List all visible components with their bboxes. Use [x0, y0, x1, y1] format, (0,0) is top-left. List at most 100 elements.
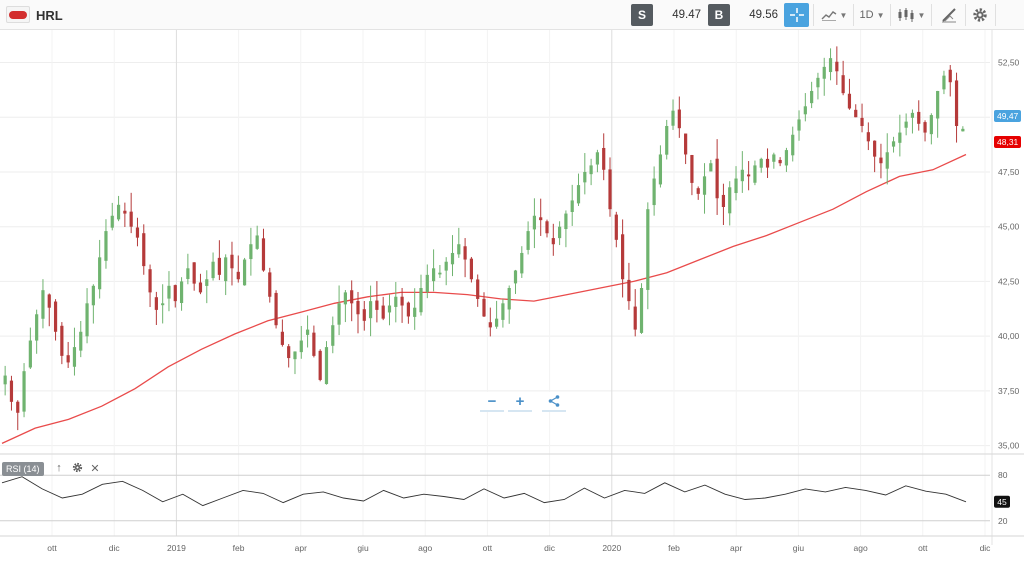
chart-area[interactable]: 52,5050,0047,5045,0042,5040,0037,5035,00…	[0, 30, 1024, 563]
candle-body	[728, 187, 732, 214]
toolbar-separator	[931, 4, 932, 26]
candle-body	[224, 257, 228, 282]
candle-body	[299, 340, 303, 353]
candle-body	[721, 194, 726, 207]
candle-body	[658, 154, 663, 185]
minus-icon: −	[487, 392, 497, 410]
zoom-out-button[interactable]: −	[480, 392, 504, 412]
zoom-spacer	[532, 392, 542, 412]
candle-body	[917, 111, 921, 124]
candle-body	[904, 121, 908, 128]
candle-body	[633, 306, 637, 330]
drawing-tools-button[interactable]	[935, 3, 963, 27]
close-icon[interactable]: ✕	[90, 463, 100, 475]
time-tick-label: dic	[544, 543, 556, 553]
candle-body	[621, 234, 625, 280]
candle-body	[400, 296, 404, 306]
sell-label[interactable]: S	[631, 4, 653, 26]
candle-body	[715, 158, 719, 199]
pencil-ruler-icon	[942, 8, 956, 23]
gear-icon	[72, 462, 82, 473]
candle-body	[110, 215, 114, 228]
candle-body	[431, 268, 436, 282]
candle-body	[791, 134, 795, 156]
candle-body	[539, 217, 543, 221]
candle-body	[438, 272, 442, 275]
chevron-down-icon: ▼	[917, 10, 926, 20]
candle-body	[394, 296, 398, 307]
candle-body	[684, 133, 688, 155]
candle-body	[476, 279, 480, 299]
candle-body	[331, 325, 335, 346]
chart-type-button[interactable]: ▼	[818, 3, 850, 27]
company-logo	[6, 6, 30, 23]
candle-body	[123, 210, 127, 214]
buy-label[interactable]: B	[708, 4, 730, 26]
candle-body	[60, 325, 64, 356]
buy-price-box[interactable]: B 49.56	[708, 3, 782, 27]
time-tick-label: feb	[668, 543, 680, 553]
candle-body	[167, 285, 171, 299]
candle-body	[772, 154, 776, 162]
candle-body	[803, 106, 807, 115]
candlestick-icon	[898, 8, 914, 22]
rsi-value-label: 45	[997, 497, 1007, 507]
zoom-in-button[interactable]: +	[508, 392, 532, 412]
candle-body	[495, 318, 499, 327]
candle-body	[608, 169, 612, 210]
move-up-icon[interactable]: ↑	[56, 462, 62, 474]
candle-body	[696, 188, 700, 194]
toolbar-separator	[853, 4, 854, 26]
share-icon	[548, 395, 560, 407]
candle-body	[784, 150, 789, 166]
sell-price[interactable]: 49.47	[672, 9, 701, 21]
candle-body	[551, 238, 555, 245]
time-tick-label: ott	[47, 543, 57, 553]
candle-body	[186, 268, 190, 279]
candle-body	[287, 346, 291, 359]
candle-body	[822, 66, 826, 79]
time-tick-label: ago	[854, 543, 868, 553]
candle-body	[368, 301, 373, 319]
time-tick-label: apr	[730, 543, 742, 553]
price-chart[interactable]: 52,5050,0047,5045,0042,5040,0037,5035,00…	[0, 30, 1024, 563]
rsi-indicator-label[interactable]: RSI (14)	[2, 462, 44, 476]
symbol-title: HRL	[36, 8, 63, 23]
price-tick-label: 52,50	[998, 58, 1020, 68]
candle-body	[91, 285, 95, 306]
sell-price-box[interactable]: S 49.47	[631, 3, 705, 27]
line-chart-icon	[821, 11, 836, 21]
candle-body	[847, 93, 852, 109]
candle-body	[450, 252, 455, 265]
candle-body	[954, 80, 959, 126]
interval-dropdown[interactable]: 1D ▼	[857, 3, 887, 27]
candle-body	[513, 270, 518, 284]
settings-button[interactable]	[968, 3, 992, 27]
crosshair-button[interactable]	[784, 3, 809, 27]
candle-body	[444, 261, 448, 271]
candle-body	[469, 258, 473, 280]
candle-body	[85, 303, 89, 337]
candle-body	[879, 157, 883, 164]
candle-body	[816, 77, 820, 88]
candle-body	[242, 259, 247, 286]
candle-body	[406, 302, 410, 317]
candle-body	[198, 282, 203, 293]
candle-body	[356, 300, 360, 315]
rsi-settings-button[interactable]	[70, 462, 84, 476]
price-tick-label: 45,00	[998, 222, 1020, 232]
candle-body	[205, 279, 209, 286]
candle-body	[98, 257, 102, 290]
candle-body	[375, 300, 379, 310]
candle-body	[66, 355, 70, 363]
share-button[interactable]	[542, 392, 566, 412]
candle-body	[41, 290, 45, 319]
candle-body	[961, 128, 965, 132]
candle-body	[501, 303, 505, 320]
toolbar-separator	[890, 4, 891, 26]
buy-price[interactable]: 49.56	[749, 9, 778, 21]
candle-body	[520, 252, 524, 274]
candle-body	[217, 257, 221, 275]
candle-style-button[interactable]: ▼	[894, 3, 928, 27]
candle-body	[425, 274, 429, 292]
